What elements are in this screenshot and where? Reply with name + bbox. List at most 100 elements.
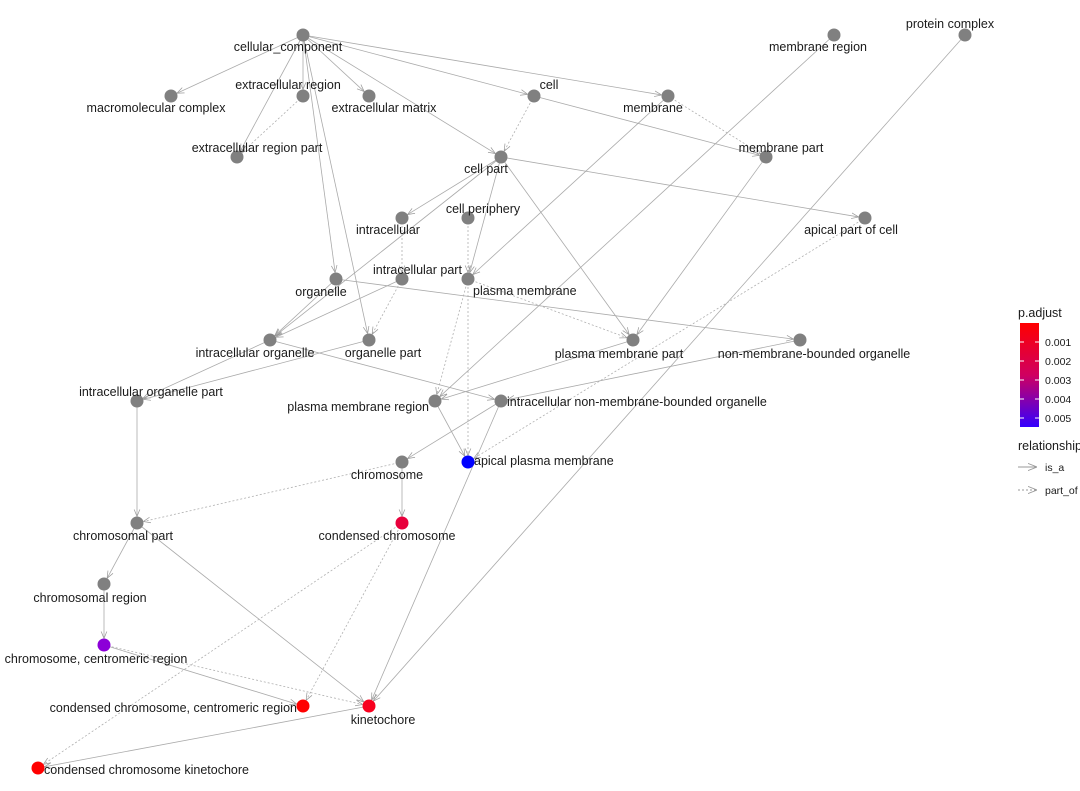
edge-part-of bbox=[43, 522, 403, 764]
node-label: extracellular matrix bbox=[332, 101, 438, 115]
edge-is-a bbox=[302, 34, 335, 273]
node-label: membrane part bbox=[739, 141, 824, 155]
node-condensed-chromosome: condensed chromosome bbox=[319, 516, 456, 543]
edge-is-a bbox=[44, 705, 370, 767]
node-label: intracellular organelle bbox=[196, 346, 315, 360]
edge-is-a bbox=[136, 522, 364, 702]
node-organelle-part: organelle part bbox=[345, 333, 422, 360]
node-intracellular-nmbo: intracellular non-membrane-bounded organ… bbox=[494, 394, 767, 409]
edge-is-a bbox=[533, 95, 760, 155]
node-circle bbox=[793, 333, 807, 347]
edge-is-a bbox=[240, 34, 304, 151]
node-cellular-component: cellular_component bbox=[234, 28, 343, 54]
node-label: cell part bbox=[464, 162, 508, 176]
node-circle bbox=[759, 150, 773, 164]
node-circle bbox=[362, 699, 376, 713]
node-circle bbox=[130, 394, 144, 408]
node-circle bbox=[395, 272, 409, 286]
color-bar-label: 0.005 bbox=[1045, 413, 1071, 425]
node-circle bbox=[263, 333, 277, 347]
node-extracellular-region: extracellular region bbox=[235, 78, 341, 103]
node-membrane-region: membrane region bbox=[769, 28, 867, 54]
node-label: chromosome, centromeric region bbox=[5, 652, 188, 666]
edge-is-a bbox=[470, 156, 502, 273]
edge-part-of bbox=[143, 461, 403, 522]
node-label: condensed chromosome, centromeric region bbox=[50, 701, 297, 715]
edge-part-of bbox=[306, 522, 403, 700]
edge-part-of bbox=[504, 95, 535, 151]
node-label: organelle bbox=[295, 285, 346, 299]
node-circle bbox=[958, 28, 972, 42]
edge-part-of bbox=[437, 278, 469, 395]
edge-is-a bbox=[335, 278, 794, 339]
node-circle bbox=[230, 150, 244, 164]
node-circle bbox=[858, 211, 872, 225]
node-condensed-kinetochore: condensed chromosome kinetochore bbox=[31, 761, 249, 777]
node-label: non-membrane-bounded organelle bbox=[718, 347, 911, 361]
edge-is-a bbox=[269, 339, 495, 399]
node-label: cell periphery bbox=[446, 202, 521, 216]
node-plasma-membrane-part: plasma membrane part bbox=[555, 333, 684, 361]
node-circle bbox=[130, 516, 144, 530]
edge-part-of bbox=[474, 217, 866, 459]
color-bar-label: 0.003 bbox=[1045, 375, 1071, 387]
node-circle bbox=[428, 394, 442, 408]
color-bar-label: 0.004 bbox=[1045, 394, 1071, 406]
node-label: chromosomal part bbox=[73, 529, 174, 543]
node-circle bbox=[527, 89, 541, 103]
node-label: organelle part bbox=[345, 346, 422, 360]
node-label: extracellular region bbox=[235, 78, 341, 92]
node-extracellular-matrix: extracellular matrix bbox=[332, 89, 438, 115]
edge-part-of bbox=[242, 95, 304, 153]
node-circle bbox=[395, 516, 409, 530]
edge-is-a bbox=[507, 339, 801, 400]
legend-part-of: part_of bbox=[1045, 485, 1078, 497]
node-membrane-part: membrane part bbox=[739, 141, 824, 164]
node-condensed-centromeric-region: condensed chromosome, centromeric region bbox=[50, 699, 310, 715]
node-label: kinetochore bbox=[351, 713, 416, 727]
node-label: plasma membrane bbox=[473, 284, 577, 298]
node-label: chromosome bbox=[351, 468, 423, 482]
edge-is-a bbox=[302, 34, 368, 334]
edge-is-a bbox=[434, 400, 465, 456]
node-label: intracellular non-membrane-bounded organ… bbox=[507, 395, 767, 409]
node-intracellular-organelle: intracellular organelle bbox=[196, 333, 315, 360]
node-label: condensed chromosome kinetochore bbox=[44, 763, 249, 777]
node-circle bbox=[661, 89, 675, 103]
node-chromosome: chromosome bbox=[351, 455, 423, 482]
node-nmbo: non-membrane-bounded organelle bbox=[718, 333, 911, 361]
node-circle bbox=[97, 638, 111, 652]
nodes: cellular_component macromolecular complex… bbox=[5, 17, 995, 777]
node-circle bbox=[329, 272, 343, 286]
node-label: condensed chromosome bbox=[319, 529, 456, 543]
edge-is-a bbox=[275, 278, 337, 336]
legend-relationship-title: relationship bbox=[1018, 439, 1080, 453]
edge-is-a bbox=[637, 156, 767, 335]
node-apical-plasma-membrane: apical plasma membrane bbox=[461, 454, 614, 469]
edge-is-a bbox=[143, 339, 271, 398]
node-label: membrane region bbox=[769, 40, 867, 54]
edge-is-a bbox=[372, 400, 502, 700]
node-label: plasma membrane part bbox=[555, 347, 684, 361]
node-label: intracellular part bbox=[373, 263, 462, 277]
node-extracellular-region-part: extracellular region part bbox=[192, 141, 323, 164]
edge-is-a bbox=[302, 34, 495, 154]
node-plasma-membrane: plasma membrane bbox=[461, 272, 577, 298]
edge-is-a bbox=[177, 34, 304, 93]
node-plasma-membrane-region: plasma membrane region bbox=[287, 394, 442, 414]
node-cell: cell bbox=[527, 78, 558, 103]
node-label: macromolecular complex bbox=[87, 101, 227, 115]
node-label: cellular_component bbox=[234, 40, 343, 54]
node-intracellular: intracellular bbox=[356, 211, 420, 237]
node-circle bbox=[461, 455, 475, 469]
node-label: protein complex bbox=[906, 17, 995, 31]
node-label: intracellular organelle part bbox=[79, 385, 223, 399]
node-circle bbox=[626, 333, 640, 347]
node-organelle: organelle bbox=[295, 272, 347, 299]
edge-is-a bbox=[473, 95, 669, 275]
node-apical-part-of-cell: apical part of cell bbox=[804, 211, 898, 237]
node-label: plasma membrane region bbox=[287, 400, 429, 414]
legend-color-title: p.adjust bbox=[1018, 306, 1062, 320]
node-circle bbox=[31, 761, 45, 775]
